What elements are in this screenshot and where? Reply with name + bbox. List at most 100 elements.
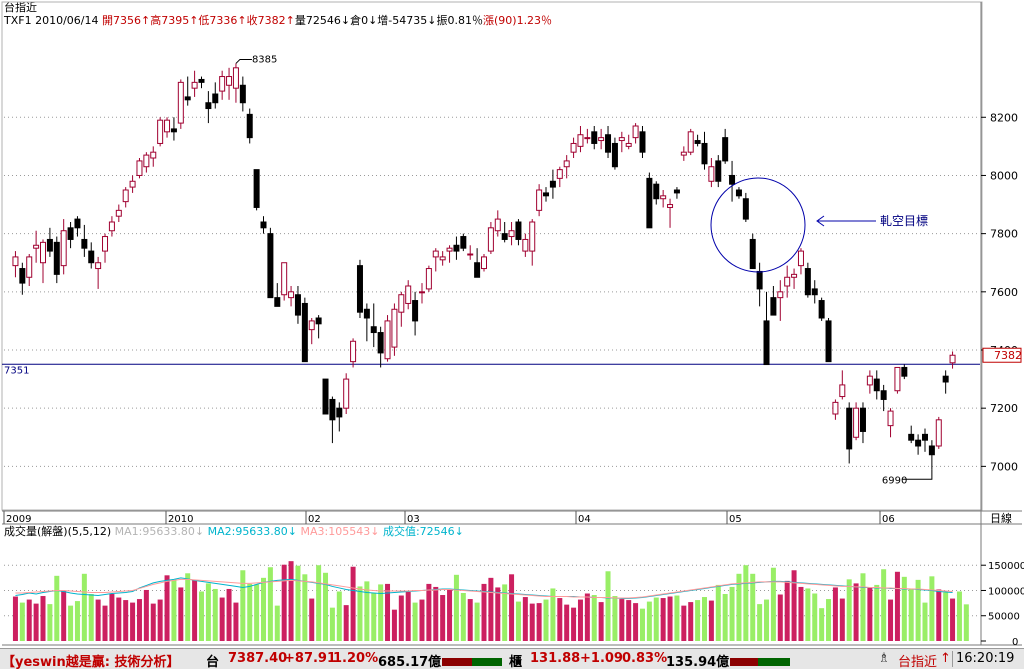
last-price-box: [982, 347, 1022, 363]
candle-body: [853, 407, 860, 438]
candle-body: [136, 160, 143, 176]
alarm-icon[interactable]: ♗: [878, 651, 890, 666]
candle-body: [549, 180, 556, 188]
candle-body: [791, 273, 798, 278]
taiex-percent: 1.20%: [333, 651, 379, 666]
volume-bar: [956, 591, 962, 641]
brand-label[interactable]: 【yeswin越是贏: 技術分析】: [2, 655, 180, 670]
volume-bar: [860, 573, 866, 641]
volume-value: 成交值:72546↓: [382, 525, 464, 538]
taiex-change: +87.91: [284, 651, 337, 666]
candle-body: [763, 320, 770, 366]
candle-body: [687, 131, 694, 153]
volume-bar: [185, 573, 191, 641]
target-arrowhead: [816, 215, 825, 227]
volume-bar: [874, 584, 880, 641]
volume-bar: [605, 571, 611, 641]
candle-body: [632, 125, 639, 139]
candle-body: [294, 294, 301, 316]
candle-body: [928, 445, 935, 456]
volume-bar: [405, 591, 411, 641]
info-field-6: 倉0↓: [350, 14, 378, 27]
candle-body: [308, 320, 315, 331]
candle-body: [460, 236, 467, 249]
info-field-3: 低7336↑: [198, 14, 247, 27]
candle-body: [715, 160, 722, 182]
price-tick-label: 8200: [990, 111, 1018, 124]
volume-ma2: MA2:95633.80↓: [207, 525, 298, 538]
candle-body: [598, 137, 605, 142]
otc-percent: 0.83%: [622, 651, 668, 666]
info-field-0: TXF1 2010/06/14: [4, 14, 102, 27]
info-field-5: 量72546↓: [294, 14, 351, 27]
period-label: 日線: [990, 511, 1012, 525]
volume-tick-label: 150000: [988, 561, 1024, 572]
candle-body: [81, 238, 88, 249]
candle-body: [129, 180, 136, 188]
candle-body: [556, 169, 563, 179]
candle-body: [19, 268, 26, 284]
volume-bar: [584, 593, 590, 641]
price-tick-label: 7800: [990, 228, 1018, 241]
symbol-label[interactable]: 台指近: [898, 655, 938, 670]
candle-body: [859, 407, 866, 432]
volume-bar: [674, 595, 680, 641]
candle-body: [412, 300, 419, 322]
candle-body: [660, 195, 667, 200]
candle-body: [336, 407, 343, 418]
last-price-label: 7382: [994, 349, 1022, 362]
volume-bar: [598, 602, 604, 641]
candle-body: [639, 131, 646, 153]
otc-name: 櫃: [509, 655, 523, 670]
candle-body: [570, 142, 577, 153]
volume-bar: [19, 602, 25, 641]
candle-body: [667, 204, 674, 208]
volume-bar: [509, 574, 515, 641]
volume-bar: [323, 572, 329, 641]
volume-ma1: MA1:95633.80↓: [114, 525, 205, 538]
candle-body: [377, 332, 384, 354]
candle-body: [88, 250, 95, 264]
candle-body: [253, 169, 260, 208]
volume-bar: [261, 577, 267, 641]
candle-body: [804, 268, 811, 296]
volume-bar: [667, 596, 673, 641]
candle-body: [260, 221, 267, 229]
volume-bar: [136, 599, 142, 641]
candle-body: [921, 433, 928, 441]
status-bar: 【yeswin越是贏: 技術分析】 台 7387.40 +87.91 1.20%…: [0, 648, 1024, 670]
candle-body: [577, 134, 584, 147]
target-label: 軋空目標: [880, 214, 928, 228]
volume-bar: [385, 583, 391, 641]
volume-bar: [316, 565, 322, 641]
up-arrow-icon: ↑: [940, 651, 951, 666]
candle-body: [784, 276, 791, 287]
candle-body: [170, 128, 177, 133]
volume-bar: [198, 591, 204, 641]
candle-body: [102, 236, 109, 252]
volume-ma-fast-line: [15, 577, 953, 600]
taiex-price: 7387.40: [228, 651, 288, 666]
volume-tick-label: 50000: [988, 612, 1020, 623]
candle-body: [350, 340, 357, 363]
candle-body: [563, 160, 570, 168]
candle-body: [33, 244, 40, 249]
volume-bar: [826, 599, 832, 641]
candle-body: [164, 119, 171, 133]
volume-bar: [577, 599, 583, 641]
volume-bar: [240, 570, 246, 641]
candle-body: [487, 227, 494, 252]
volume-bar: [205, 583, 211, 641]
candle-body: [722, 137, 729, 162]
candle-body: [40, 241, 47, 264]
candle-body: [281, 262, 288, 296]
candle-body: [425, 268, 432, 290]
candle-body: [405, 285, 412, 304]
volume-tick-label: 100000: [988, 586, 1024, 597]
candle-body: [198, 78, 205, 83]
candle-body: [708, 166, 715, 182]
candle-body: [157, 119, 164, 144]
candle-body: [67, 227, 74, 240]
volume-bar: [715, 584, 721, 641]
